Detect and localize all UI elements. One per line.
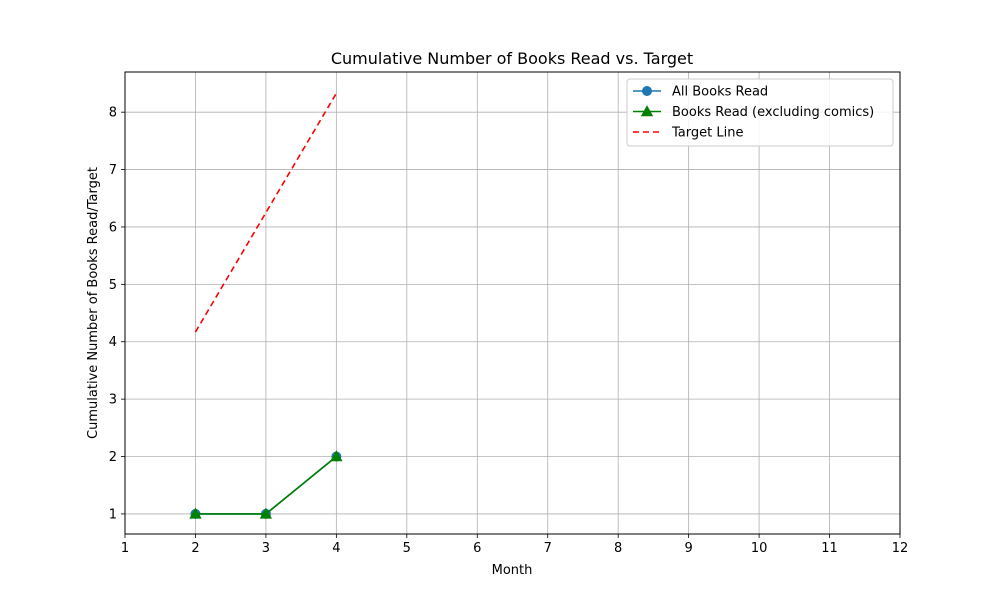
legend: All Books Read Books Read (excluding comi… <box>626 78 894 147</box>
x-tick-label: 5 <box>403 541 411 556</box>
series-line <box>194 92 338 333</box>
x-tick-label: 6 <box>473 541 481 556</box>
x-tick-label: 10 <box>751 541 768 556</box>
y-tick-label: 5 <box>109 278 117 293</box>
x-tick-label: 4 <box>332 541 340 556</box>
legend-marker <box>642 86 652 96</box>
y-tick-label: 2 <box>109 450 117 465</box>
y-axis-label: Cumulative Number of Books Read/Target <box>86 167 101 439</box>
x-tick-label: 11 <box>821 541 838 556</box>
x-tick-label: 1 <box>121 541 129 556</box>
x-tick-label: 3 <box>262 541 270 556</box>
series-target-line <box>194 92 338 333</box>
x-tick-label: 7 <box>544 541 552 556</box>
data-point <box>259 507 273 519</box>
x-tick-label: 2 <box>191 541 199 556</box>
x-tick-label: 8 <box>614 541 622 556</box>
chart-title: Cumulative Number of Books Read vs. Targ… <box>331 49 693 68</box>
y-tick-label: 1 <box>109 507 117 522</box>
y-tick-label: 3 <box>109 393 117 408</box>
x-tick-label: 12 <box>892 541 909 556</box>
legend-label: Books Read (excluding comics) <box>672 105 874 120</box>
legend-label: All Books Read <box>672 85 768 100</box>
y-tick-label: 7 <box>109 163 117 178</box>
legend-box <box>626 78 894 147</box>
x-tick-label: 9 <box>684 541 692 556</box>
legend-label: Target Line <box>671 126 743 141</box>
data-point <box>330 450 343 462</box>
legend-marker <box>640 105 654 117</box>
y-tick-label: 6 <box>109 220 117 235</box>
series-layer <box>189 92 343 519</box>
series-books-read-excluding-comics <box>189 450 343 519</box>
y-tick-label: 4 <box>109 335 117 350</box>
plot-area-frame <box>124 71 901 535</box>
data-point <box>189 507 202 519</box>
x-axis-label: Month <box>492 563 533 578</box>
y-tick-label: 8 <box>109 106 117 121</box>
